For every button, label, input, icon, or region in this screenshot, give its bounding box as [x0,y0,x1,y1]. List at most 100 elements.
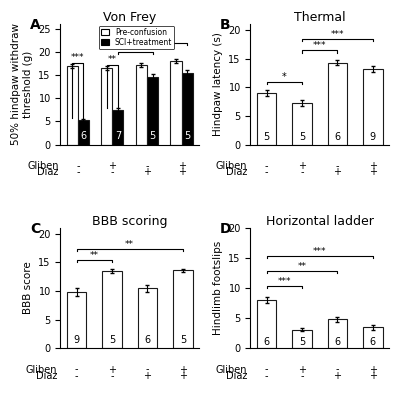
Text: -: - [265,365,268,374]
Title: BBB scoring: BBB scoring [92,215,168,228]
Text: -: - [146,365,149,374]
Text: +: + [108,365,116,374]
Text: B: B [220,18,231,32]
Text: 6: 6 [144,335,150,346]
Text: ***: *** [313,41,326,51]
Text: 6: 6 [80,131,86,141]
Text: +: + [144,371,152,381]
Text: 5: 5 [180,335,186,346]
Y-axis label: BBB score: BBB score [23,262,33,314]
Text: -: - [265,161,268,171]
Bar [136,65,147,145]
Bar [102,271,122,348]
Y-axis label: Hindlimb footslips: Hindlimb footslips [213,241,223,335]
Bar [363,327,382,348]
Text: Gliben: Gliben [216,161,247,171]
Text: *: * [282,72,287,82]
Text: C: C [30,222,40,236]
Text: +: + [178,161,186,171]
Text: +: + [143,167,151,177]
Text: -: - [145,161,149,171]
Text: +: + [369,365,377,374]
Bar [147,77,158,145]
Text: +: + [369,161,377,171]
Text: +: + [333,167,341,177]
Bar [292,103,312,145]
Text: -: - [265,371,268,381]
Text: 6: 6 [334,132,340,142]
Text: **: ** [90,251,99,260]
Text: -: - [300,167,304,177]
Text: +: + [178,167,186,177]
Text: A: A [30,18,41,32]
Text: -: - [75,371,78,381]
Bar [78,120,89,145]
Bar [363,69,382,145]
Text: -: - [265,167,268,177]
Text: -: - [76,167,80,177]
Bar [173,270,193,348]
Text: 5: 5 [299,132,305,142]
Bar [292,330,312,348]
Text: 9: 9 [74,335,80,346]
Text: +: + [333,371,341,381]
Text: +: + [179,371,187,381]
Text: -: - [111,167,114,177]
Text: 6: 6 [370,337,376,346]
Text: **: ** [148,34,157,43]
Text: 5: 5 [263,132,270,142]
Bar [328,62,347,145]
Bar [170,61,182,145]
Y-axis label: Hindpaw latency (s): Hindpaw latency (s) [213,32,223,136]
Bar [67,66,78,145]
Text: 6: 6 [334,337,340,346]
Y-axis label: 50% hindpaw withdraw
threshold (g): 50% hindpaw withdraw threshold (g) [11,23,33,145]
Legend: Pre-confusion, SCI+treatment: Pre-confusion, SCI+treatment [99,26,174,49]
Bar [182,73,193,145]
Text: **: ** [108,55,117,64]
Text: **: ** [125,239,134,248]
Text: Diaz: Diaz [226,167,247,177]
Text: -: - [110,371,114,381]
Text: Diaz: Diaz [38,167,59,177]
Text: 9: 9 [370,132,376,142]
Text: 7: 7 [115,131,121,141]
Bar [328,320,347,348]
Bar [257,300,276,348]
Text: -: - [76,161,80,171]
Text: ***: *** [278,276,291,286]
Text: +: + [108,161,116,171]
Text: 5: 5 [109,335,115,346]
Text: -: - [336,161,339,171]
Text: 5: 5 [299,337,305,346]
Text: +: + [179,365,187,374]
Text: 5: 5 [149,131,156,141]
Text: -: - [75,365,78,374]
Text: +: + [298,365,306,374]
Title: Von Frey: Von Frey [103,11,156,24]
Text: Gliben: Gliben [216,365,247,374]
Text: Gliben: Gliben [27,161,59,171]
Text: -: - [300,371,304,381]
Text: Diaz: Diaz [36,371,57,381]
Text: Gliben: Gliben [26,365,57,374]
Text: 5: 5 [184,131,190,141]
Text: ***: *** [313,246,326,256]
Text: ***: *** [331,30,344,39]
Title: Horizontal ladder: Horizontal ladder [266,215,374,228]
Text: **: ** [298,261,306,271]
Text: +: + [369,167,377,177]
Text: 6: 6 [264,337,270,346]
Title: Thermal: Thermal [294,11,346,24]
Text: +: + [369,371,377,381]
Text: **: ** [131,43,140,52]
Bar [101,68,112,145]
Bar [112,110,124,145]
Bar [138,288,157,348]
Text: Diaz: Diaz [226,371,247,381]
Bar [257,93,276,145]
Bar [67,292,86,348]
Text: +: + [298,161,306,171]
Text: ***: *** [71,53,84,62]
Text: D: D [220,222,232,236]
